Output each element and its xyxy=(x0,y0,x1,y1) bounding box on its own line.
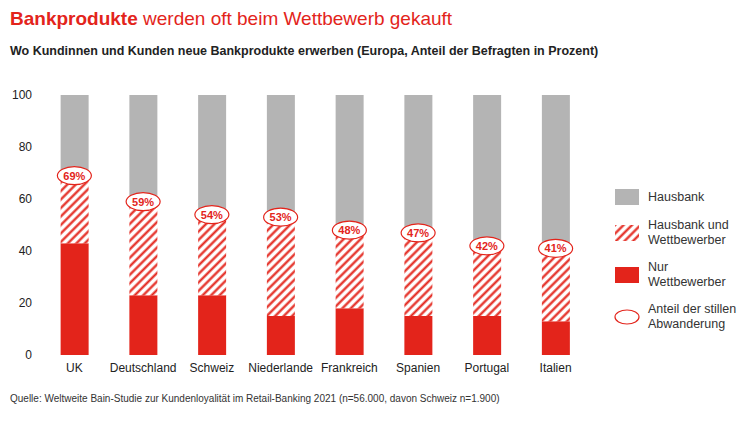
svg-text:42%: 42% xyxy=(476,240,498,252)
svg-text:Deutschland: Deutschland xyxy=(110,361,177,375)
html-text:Quelle: Weltweite Bain-Studie: Quelle: Weltweite Bain-Studie zur Kunden… xyxy=(10,393,500,404)
svg-text:59%: 59% xyxy=(132,196,154,208)
svg-text:48%: 48% xyxy=(338,224,360,236)
svg-text:Niederlande: Niederlande xyxy=(248,361,313,375)
svg-text:Schweiz: Schweiz xyxy=(190,361,235,375)
svg-text:Italien: Italien xyxy=(540,361,572,375)
svg-text:80: 80 xyxy=(19,140,33,154)
html-text:Bankprodukte werden oft beim W: Bankprodukte werden oft beim Wettbewerb … xyxy=(10,8,453,29)
svg-text:20: 20 xyxy=(19,296,33,310)
svg-text:Frankreich: Frankreich xyxy=(321,361,378,375)
html-text:Hausbank: Hausbank xyxy=(648,189,705,204)
svg-text:53%: 53% xyxy=(270,211,292,223)
svg-text:40: 40 xyxy=(19,244,33,258)
html-text:Hausbank und Wettbewerber: Hausbank und Wettbewerber xyxy=(648,218,729,247)
html-text:Wo Kundinnen und Kunden neue B: Wo Kundinnen und Kunden neue Bankprodukt… xyxy=(10,44,599,58)
svg-text:47%: 47% xyxy=(407,227,429,239)
svg-text:69%: 69% xyxy=(63,170,85,182)
svg-text:UK: UK xyxy=(66,361,83,375)
html-text:Anteil der stillen Abwanderung: Anteil der stillen Abwanderung xyxy=(648,302,737,331)
svg-text:60: 60 xyxy=(19,192,33,206)
svg-text:Portugal: Portugal xyxy=(465,361,510,375)
html-text:Nur Wettbewerber: Nur Wettbewerber xyxy=(648,260,726,289)
svg-text:0: 0 xyxy=(25,348,32,362)
svg-text:54%: 54% xyxy=(201,209,223,221)
svg-text:100: 100 xyxy=(12,88,32,102)
svg-text:41%: 41% xyxy=(545,242,567,254)
svg-text:Spanien: Spanien xyxy=(396,361,440,375)
